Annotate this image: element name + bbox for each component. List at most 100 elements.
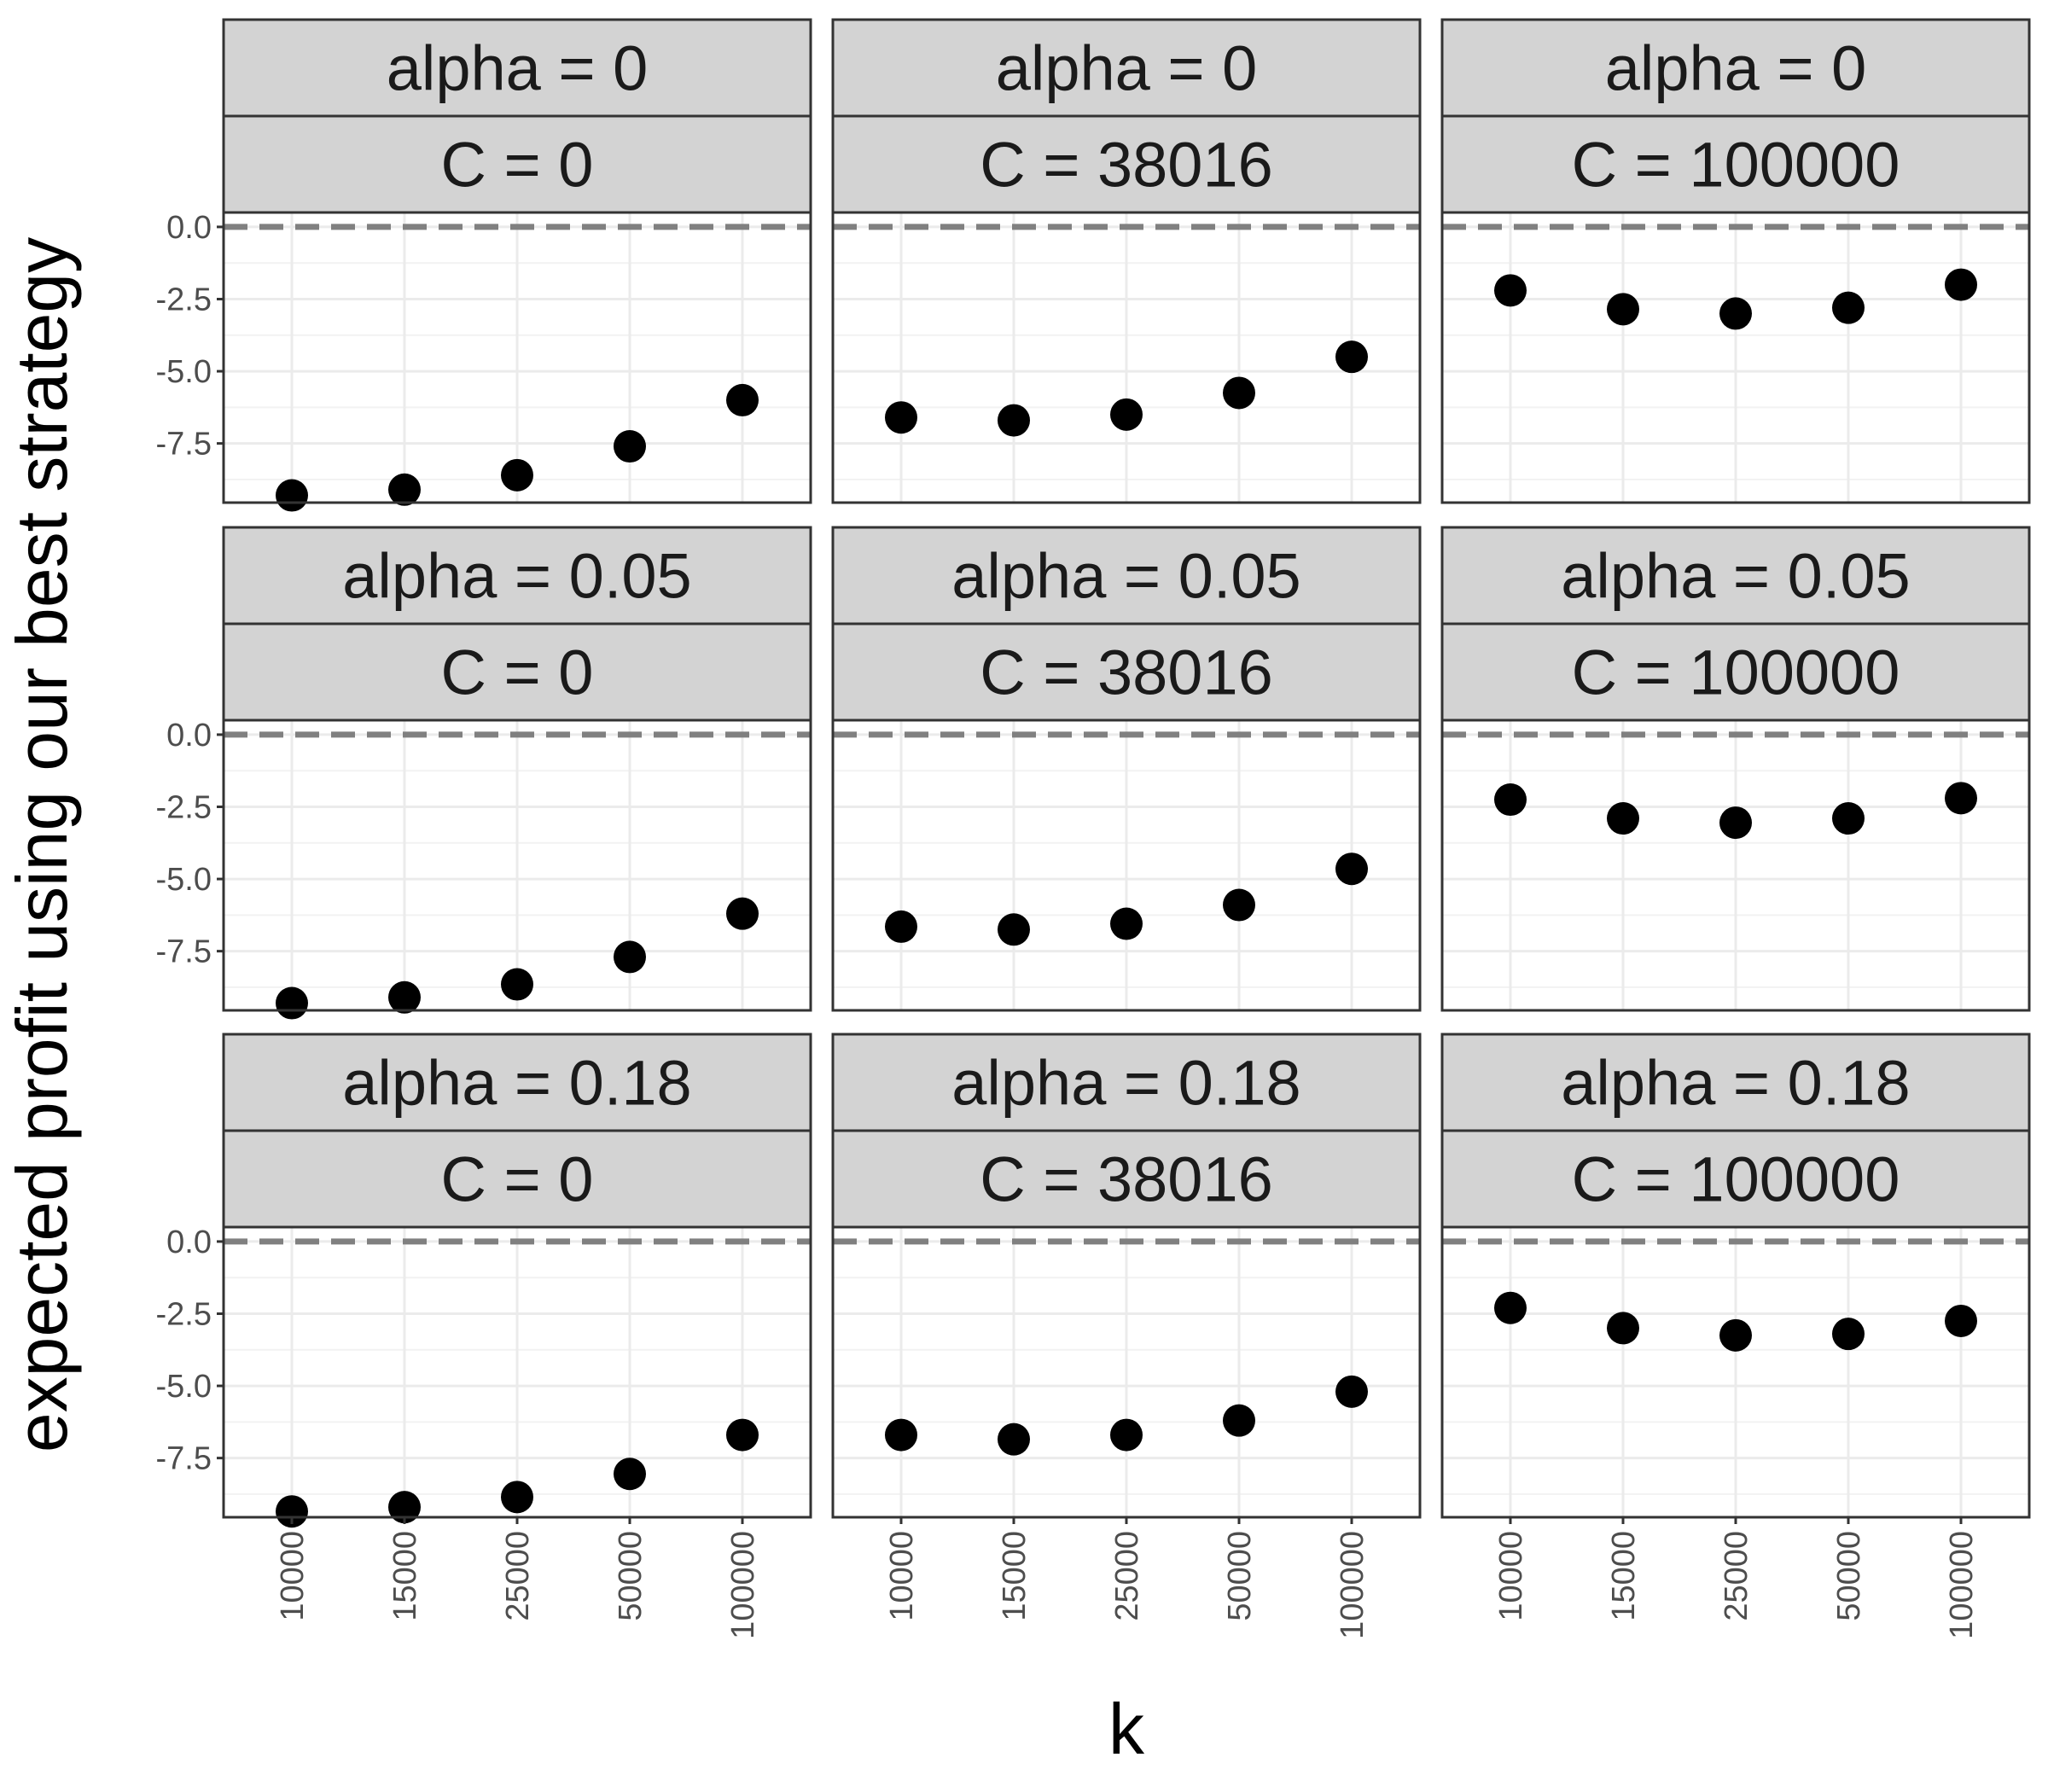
strip-c-label: C = 0: [441, 130, 594, 201]
data-point: [1832, 1318, 1865, 1351]
data-point: [1223, 376, 1255, 410]
data-point: [1719, 1318, 1752, 1352]
facet-panel: alpha = 0.05 C = 100000: [1440, 526, 2031, 1012]
strip-alpha-label: alpha = 0.05: [951, 541, 1300, 612]
data-point: [998, 1423, 1030, 1456]
facet-panel: alpha = 0.05 C = 38016: [831, 526, 1422, 1012]
x-tick-label: 50000: [613, 1531, 649, 1621]
data-point: [1494, 783, 1527, 817]
x-tick-label: 15000: [997, 1531, 1033, 1621]
strip-alpha-label: alpha = 0: [996, 33, 1258, 104]
y-tick-label: -5.0: [156, 862, 212, 898]
x-tick-label: 10000: [884, 1531, 920, 1621]
strip-c: [831, 622, 1422, 722]
strip-c: [222, 1129, 812, 1229]
data-point: [1719, 806, 1752, 840]
data-point: [388, 980, 421, 1014]
data-point: [885, 910, 917, 943]
strip-c-label: C = 100000: [1572, 130, 1900, 201]
panel-border: [1440, 719, 2031, 1012]
x-tick-label: 100000: [1944, 1531, 1980, 1639]
data-point: [1832, 802, 1865, 835]
strip-alpha-label: alpha = 0.05: [1561, 541, 1910, 612]
data-point: [726, 897, 759, 930]
data-point: [1110, 1418, 1143, 1452]
data-point: [501, 968, 533, 1001]
strip-c-label: C = 38016: [980, 130, 1273, 201]
data-point: [614, 430, 646, 463]
data-point: [998, 404, 1030, 437]
y-tick-label: -7.5: [156, 1441, 212, 1477]
strip-c: [831, 1129, 1422, 1229]
x-tick-label: 50000: [1831, 1531, 1867, 1621]
panel-border: [1440, 211, 2031, 504]
strip-c-label: C = 100000: [1572, 637, 1900, 708]
data-point: [614, 1457, 646, 1491]
strip-c-label: C = 100000: [1572, 1144, 1900, 1215]
y-tick-label: -5.0: [156, 354, 212, 390]
strip-alpha: [831, 526, 1422, 625]
strip-alpha-label: alpha = 0.18: [951, 1048, 1300, 1119]
data-point: [885, 401, 917, 434]
facet-panel: alpha = 0 C = 0 0.0 -2.5 -5.0 -7.5: [156, 18, 812, 512]
panel-border: [831, 719, 1422, 1012]
data-point: [1494, 274, 1527, 307]
strip-alpha-label: alpha = 0.05: [342, 541, 691, 612]
x-tick-label: 25000: [1109, 1531, 1145, 1621]
y-tick-label: 0.0: [166, 210, 212, 246]
strip-alpha: [222, 18, 812, 118]
data-point: [501, 1481, 533, 1514]
facet-panel: alpha = 0 C = 38016: [831, 18, 1422, 504]
y-tick-label: -2.5: [156, 1296, 212, 1332]
data-point: [1223, 888, 1255, 922]
strip-alpha-label: alpha = 0: [1605, 33, 1867, 104]
strip-c: [1440, 114, 2031, 214]
data-point: [1945, 1304, 1977, 1337]
data-point: [885, 1418, 917, 1452]
x-tick-label: 100000: [725, 1531, 761, 1639]
y-tick-label: -7.5: [156, 427, 212, 463]
strip-alpha-label: alpha = 0.18: [1561, 1048, 1910, 1119]
x-tick-label: 25000: [500, 1531, 536, 1621]
data-point: [1607, 1312, 1639, 1345]
data-point: [1335, 1375, 1368, 1408]
strip-alpha: [831, 1033, 1422, 1132]
facet-panel: alpha = 0.05 C = 0 0.0 -2.5 -5.0 -7.5: [156, 526, 812, 1020]
strip-alpha: [1440, 1033, 2031, 1132]
y-tick-label: -5.0: [156, 1369, 212, 1405]
data-point: [501, 458, 533, 492]
strip-alpha-label: alpha = 0: [387, 33, 649, 104]
strip-c-label: C = 38016: [980, 637, 1273, 708]
x-tick-label: 10000: [1493, 1531, 1529, 1621]
x-tick-label: 15000: [387, 1531, 423, 1621]
strip-c: [222, 622, 812, 722]
data-point: [1110, 398, 1143, 431]
strip-alpha-label: alpha = 0.18: [342, 1048, 691, 1119]
facet-panel: alpha = 0 C = 100000: [1440, 18, 2031, 504]
strip-c-label: C = 0: [441, 1144, 594, 1215]
panel-border: [831, 211, 1422, 504]
data-point: [1607, 293, 1639, 326]
strip-c: [1440, 622, 2031, 722]
strip-alpha: [1440, 18, 2031, 118]
data-point: [1223, 1404, 1255, 1437]
strip-c: [222, 114, 812, 214]
x-axis-title: k: [1108, 1689, 1145, 1769]
data-point: [388, 473, 421, 506]
data-point: [1110, 907, 1143, 940]
data-point: [276, 479, 308, 512]
data-point: [998, 913, 1030, 946]
x-tick-label: 50000: [1222, 1531, 1258, 1621]
strip-c: [831, 114, 1422, 214]
facet-panel: alpha = 0.18 C = 0 0.0 -2.5 -5.0 -7.5 10000 150…: [156, 1033, 812, 1639]
y-tick-label: -7.5: [156, 934, 212, 970]
strip-alpha: [222, 1033, 812, 1132]
data-point: [726, 1418, 759, 1452]
data-point: [1335, 340, 1368, 374]
y-tick-label: 0.0: [166, 718, 212, 753]
strip-alpha: [831, 18, 1422, 118]
data-point: [1945, 268, 1977, 301]
x-tick-label: 25000: [1719, 1531, 1754, 1621]
